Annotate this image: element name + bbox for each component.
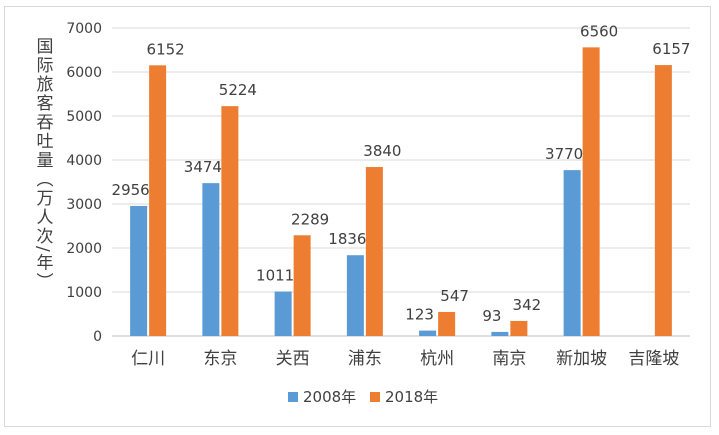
data-label: 6152 xyxy=(147,40,185,58)
data-label: 6157 xyxy=(652,40,690,58)
data-label: 5224 xyxy=(219,81,257,99)
data-label: 342 xyxy=(513,296,542,314)
bar xyxy=(510,320,528,336)
y-tick-label: 6000 xyxy=(66,65,102,81)
data-label: 1011 xyxy=(256,267,294,285)
bar xyxy=(419,330,437,336)
bar xyxy=(221,106,239,336)
y-tick-label: 2000 xyxy=(66,241,102,257)
legend-swatch xyxy=(288,392,298,402)
bar xyxy=(149,65,167,336)
bar xyxy=(563,170,581,336)
x-tick-label: 仁川 xyxy=(131,349,165,369)
x-tick-label: 杭州 xyxy=(420,349,454,369)
bar xyxy=(293,235,311,336)
legend-label: 2018年 xyxy=(385,388,438,406)
data-label: 3840 xyxy=(363,142,401,160)
y-tick-label: 1000 xyxy=(66,285,102,301)
data-label: 547 xyxy=(440,287,469,305)
bar xyxy=(365,167,383,336)
data-label: 2956 xyxy=(112,181,150,199)
data-label: 6560 xyxy=(580,22,618,40)
bar xyxy=(491,331,509,336)
legend-label: 2008年 xyxy=(303,388,356,406)
x-tick-label: 东京 xyxy=(203,349,237,369)
y-axis-title-wrap: 国际旅客吞吐量（万人次/年） xyxy=(30,22,56,307)
x-tick-label: 南京 xyxy=(492,349,526,369)
bar xyxy=(130,205,148,336)
data-label: 123 xyxy=(405,306,434,324)
x-tick-label: 吉隆坡 xyxy=(628,349,679,369)
y-tick-label: 7000 xyxy=(66,21,102,37)
data-label: 93 xyxy=(482,307,501,325)
data-label: 1836 xyxy=(328,230,366,248)
bar xyxy=(346,255,364,336)
y-tick-label: 0 xyxy=(93,329,102,345)
y-tick-label: 4000 xyxy=(66,153,102,169)
y-tick-label: 5000 xyxy=(66,109,102,125)
legend-swatch xyxy=(370,392,380,402)
bar xyxy=(202,183,220,336)
y-axis-title: 国际旅客吞吐量（万人次/年） xyxy=(32,37,53,292)
data-label: 3770 xyxy=(545,145,583,163)
bar xyxy=(438,311,456,336)
data-label: 2289 xyxy=(291,210,329,228)
bar xyxy=(582,47,600,337)
bar xyxy=(654,65,672,336)
bar xyxy=(274,291,292,336)
x-tick-label: 新加坡 xyxy=(556,349,607,369)
x-tick-label: 关西 xyxy=(276,349,310,369)
data-label: 3474 xyxy=(184,158,222,176)
x-tick-label: 浦东 xyxy=(348,349,382,369)
y-tick-label: 3000 xyxy=(66,197,102,213)
